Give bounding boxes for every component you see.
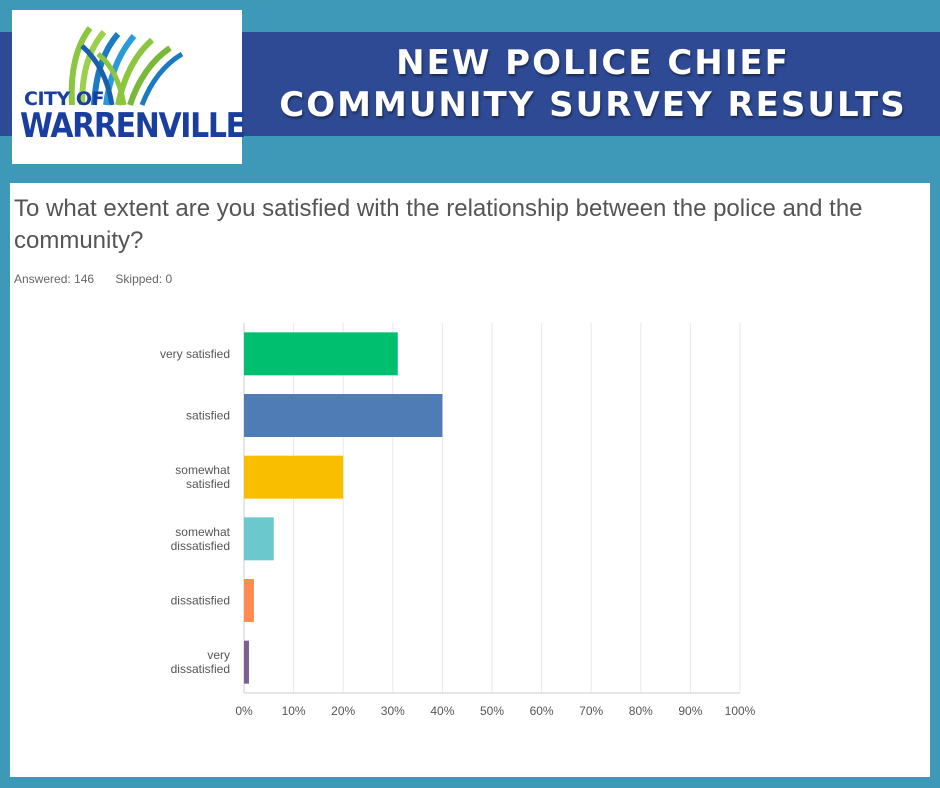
response-stats: Answered: 146 Skipped: 0 [14, 272, 190, 286]
title-line-1: NEW POLICE CHIEF [396, 43, 790, 83]
x-tick-label: 40% [430, 704, 454, 718]
x-tick-label: 20% [331, 704, 355, 718]
bar-chart: 0% 10% 20% 30% 40% 50% 60% 70% 80% 90% 100% very sa… [160, 323, 756, 718]
x-tick-label: 30% [381, 704, 405, 718]
x-tick-label: 50% [480, 704, 504, 718]
bar [244, 455, 344, 499]
x-tick-label: 80% [629, 704, 653, 718]
category-label: somewhat [175, 525, 230, 539]
skipped-count: Skipped: 0 [115, 272, 173, 286]
category-label: somewhat [175, 463, 230, 477]
category-label: dissatisfied [171, 594, 230, 608]
city-logo: CITY OF WARRENVILLE [12, 10, 246, 164]
x-tick-label: 60% [530, 704, 554, 718]
title-line-2: COMMUNITY SURVEY RESULTS [279, 85, 907, 125]
category-label: very satisfied [160, 347, 230, 361]
logo-grass-graphic [68, 26, 184, 106]
x-tick-label: 100% [725, 704, 756, 718]
bar [244, 517, 274, 561]
category-label: very [207, 648, 230, 662]
category-label: satisfied [186, 477, 230, 491]
x-tick-label: 70% [579, 704, 603, 718]
bar [244, 579, 254, 622]
category-label: dissatisfied [171, 539, 230, 553]
category-label: dissatisfied [171, 662, 230, 676]
bar [244, 640, 249, 684]
bar [244, 332, 398, 376]
answered-count: Answered: 146 [14, 272, 95, 286]
page-title: NEW POLICE CHIEF COMMUNITY SURVEY RESULT… [246, 42, 940, 126]
logo-warrenville: WARRENVILLE [20, 106, 246, 146]
category-label: satisfied [186, 409, 230, 423]
logo-city-of: CITY OF [24, 88, 104, 110]
survey-panel: To what extent are you satisfied with th… [10, 183, 930, 777]
x-tick-label: 0% [235, 704, 253, 718]
x-tick-label: 10% [282, 704, 306, 718]
survey-question: To what extent are you satisfied with th… [14, 195, 863, 254]
x-tick-label: 90% [678, 704, 702, 718]
bar [244, 394, 443, 437]
